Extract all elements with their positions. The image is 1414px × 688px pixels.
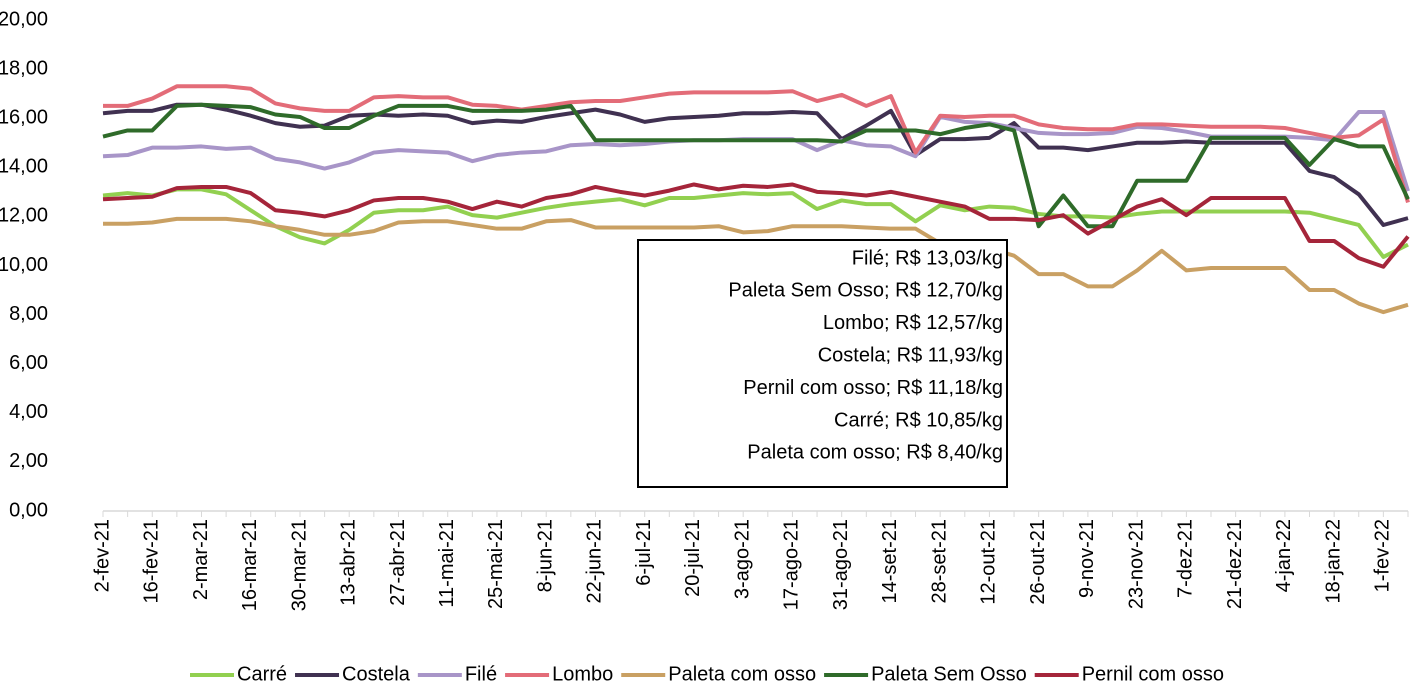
x-tick-label: 13-abr-21 [338,519,360,606]
y-tick-label: 16,00 [0,106,48,128]
x-tick-label: 4-jan-22 [1273,519,1295,592]
x-tick-label: 7-dez-21 [1175,519,1197,598]
x-tick-label: 11-mai-21 [436,519,458,608]
annotation-text: Paleta Sem Osso; R$ 12,70/kg [728,280,1003,302]
series-line [103,84,1410,203]
x-tick-label: 1-fev-22 [1372,519,1394,592]
legend-label: Lombo [552,663,613,685]
y-tick-label: 12,00 [0,205,48,227]
x-tick-label: 16-fev-21 [141,519,163,604]
x-tick-label: 9-nov-21 [1076,519,1098,598]
y-tick-label: 4,00 [9,401,48,423]
x-tick-label: 26-out-21 [1027,519,1049,605]
x-tick-label: 18-jan-22 [1322,519,1344,604]
series-line [102,110,1410,192]
y-tick-label: 2,00 [9,450,48,472]
x-tick-label: 12-out-21 [978,519,1000,605]
legend-label: Filé [465,663,497,685]
y-tick-label: 8,00 [9,303,48,325]
series-line [102,182,1410,269]
legend: Carré Costela Filé Lombo Paleta com osso Pale… [190,663,1224,685]
x-tick-label: 25-mai-21 [485,519,507,609]
x-tick-label: 28-set-21 [928,519,950,604]
annotation-text: Lombo; R$ 12,57/kg [823,312,1003,334]
y-tick-label: 14,00 [0,156,48,178]
annotation-text: Filé; R$ 13,03/kg [852,247,1003,269]
series-line [102,102,1409,227]
y-tick-label: 0,00 [9,499,48,521]
y-tick-label: 18,00 [0,57,48,79]
x-tick-label: 23-nov-21 [1125,519,1147,609]
x-tick-label: 16-mar-21 [239,519,261,611]
x-tick-label: 2-fev-21 [91,519,113,592]
series-line [102,102,1410,229]
x-tick-label: 17-ago-21 [781,519,803,610]
annotation-text: Pernil com osso; R$ 11,18/kg [743,377,1003,399]
x-tick-label: 22-jun-21 [584,519,606,604]
x-tick-label: 20-jul-21 [682,519,704,597]
series-line [103,216,1409,315]
annotation-text: Paleta com osso; R$ 8,40/kg [747,442,1003,464]
annotation-box [637,239,1008,488]
x-tick-label: 3-ago-21 [731,519,753,599]
x-tick-label: 21-dez-21 [1224,519,1246,609]
x-tick-label: 14-set-21 [879,519,901,604]
x-tick-label: 8-jun-21 [534,519,556,592]
annotation-text: Costela; R$ 11,93/kg [818,344,1003,366]
y-tick-label: 6,00 [9,352,48,374]
x-tick-label: 6-jul-21 [633,519,655,586]
x-tick-label: 30-mar-21 [288,519,310,611]
legend-label: Carré [237,663,287,685]
legend-label: Paleta Sem Osso [871,663,1027,685]
legend-label: Pernil com osso [1082,663,1224,685]
x-tick-label: 31-ago-21 [830,519,852,610]
annotation-text: Carré; R$ 10,85/kg [834,409,1003,431]
legend-label: Costela [342,663,411,685]
legend-label: Paleta com osso [668,663,816,685]
y-tick-label: 20,00 [0,8,48,30]
y-tick-label: 10,00 [0,254,48,276]
x-tick-label: 2-mar-21 [190,519,212,600]
x-tick-label: 27-abr-21 [387,519,409,606]
